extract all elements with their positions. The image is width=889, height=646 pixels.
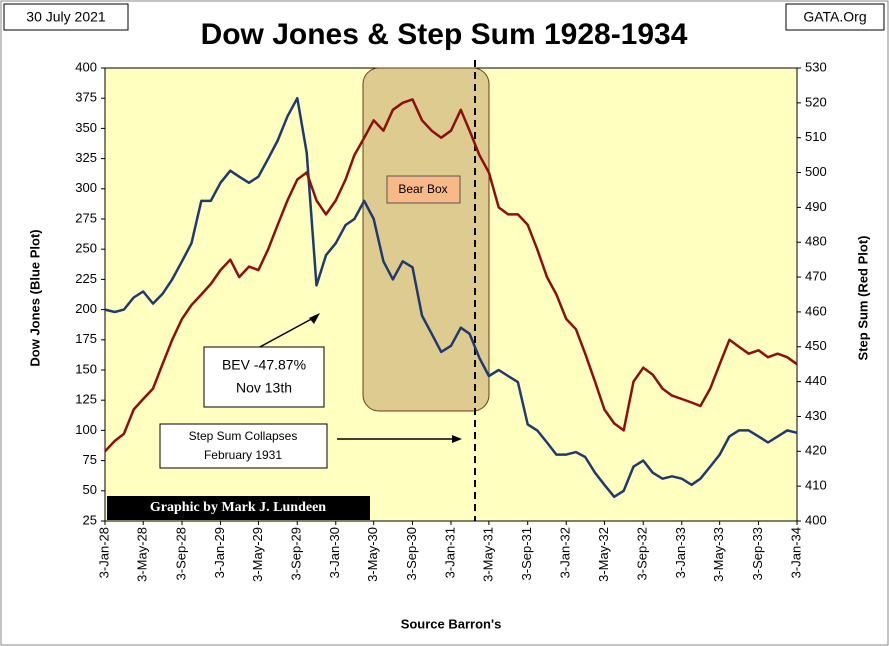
date-box — [3, 3, 129, 31]
collapse-arrowhead — [452, 435, 462, 443]
y-tick-label: 300 — [75, 180, 97, 195]
x-tick-label: 3-Sep-28 — [173, 527, 188, 580]
y2-tick-label: 420 — [805, 443, 827, 458]
bev-arrowhead — [309, 313, 320, 324]
x-tick-label: 3-Jan-28 — [96, 527, 111, 578]
x-tick-label: 3-Sep-33 — [750, 527, 765, 580]
x-tick-label: 3-Sep-30 — [404, 527, 419, 580]
y2-tick-label: 510 — [805, 129, 827, 144]
y2-tick-label: 450 — [805, 338, 827, 353]
x-tick-label: 3-May-32 — [596, 527, 611, 582]
x-tick-label: 3-May-31 — [480, 527, 495, 582]
credit-bg — [107, 496, 370, 520]
y-axis-title: Dow Jones (Blue Plot) — [27, 229, 42, 366]
x-tick-label: 3-May-30 — [365, 527, 380, 582]
date-label: 30 July 2021 — [26, 9, 106, 25]
x-tick-label: 3-May-29 — [250, 527, 265, 582]
y-tick-label: 350 — [75, 120, 97, 135]
chart-title: Dow Jones & Step Sum 1928-1934 — [201, 18, 688, 51]
collapse-box — [159, 423, 328, 469]
x-tick-label: 3-Jan-29 — [212, 527, 227, 578]
x-tick-label: 3-May-33 — [711, 527, 726, 582]
site-box — [785, 3, 885, 31]
y-tick-label: 250 — [75, 241, 97, 256]
y-tick-label: 225 — [75, 271, 97, 286]
credit: Graphic by Mark J. Lundeen — [150, 500, 326, 515]
y2-tick-label: 430 — [805, 408, 827, 423]
y2-tick-label: 530 — [805, 59, 827, 74]
y-tick-label: 25 — [83, 512, 97, 527]
bev-date: Nov 13th — [236, 380, 292, 396]
x-tick-label: 3-Jan-32 — [558, 527, 573, 578]
collapse-date: February 1931 — [204, 448, 282, 462]
y2-tick-label: 400 — [805, 512, 827, 527]
collapse-label: Step Sum Collapses — [189, 429, 298, 443]
y2-tick-label: 410 — [805, 478, 827, 493]
bear-box-label: Bear Box — [398, 182, 447, 196]
x-tick-label: 3-May-28 — [135, 527, 150, 582]
series-line — [104, 98, 798, 453]
y-tick-label: 375 — [75, 90, 97, 105]
y2-tick-label: 470 — [805, 269, 827, 284]
y2-tick-label: 460 — [805, 303, 827, 318]
y-tick-label: 125 — [75, 392, 97, 407]
plot — [104, 96, 798, 499]
y-tick-label: 175 — [75, 331, 97, 346]
y-tick-label: 150 — [75, 361, 97, 376]
bev-label: BEV -47.87% — [222, 357, 306, 373]
y-tick-label: 275 — [75, 210, 97, 225]
x-tick-label: 3-Sep-32 — [635, 527, 650, 580]
bev-box — [203, 346, 325, 408]
bear-box-label-bg — [386, 175, 461, 204]
y2-tick-label: 500 — [805, 164, 827, 179]
y-tick-label: 200 — [75, 301, 97, 316]
x-tick-label: 3-Jan-30 — [327, 527, 342, 578]
y2-tick-label: 490 — [805, 199, 827, 214]
y-tick-label: 75 — [83, 452, 97, 467]
y-tick-label: 50 — [83, 482, 97, 497]
bear-box — [362, 67, 490, 412]
y-tick-label: 100 — [75, 422, 97, 437]
x-tick-label: 3-Jan-33 — [673, 527, 688, 578]
y2-axis-title: Step Sum (Red Plot) — [855, 236, 870, 361]
x-tick-label: 3-Jan-34 — [788, 527, 803, 578]
series-line — [104, 96, 798, 499]
x-axis-title: Source Barron's — [401, 616, 502, 631]
y-tick-label: 325 — [75, 150, 97, 165]
bev-arrow — [257, 315, 318, 349]
site-label: GATA.Org — [803, 9, 866, 25]
y2-tick-label: 440 — [805, 373, 827, 388]
x-tick-label: 3-Jan-31 — [442, 527, 457, 578]
y2-tick-label: 480 — [805, 234, 827, 249]
y-tick-label: 400 — [75, 59, 97, 74]
x-tick-label: 3-Sep-31 — [519, 527, 534, 580]
x-tick-label: 3-Sep-29 — [289, 527, 304, 580]
y2-tick-label: 520 — [805, 94, 827, 109]
